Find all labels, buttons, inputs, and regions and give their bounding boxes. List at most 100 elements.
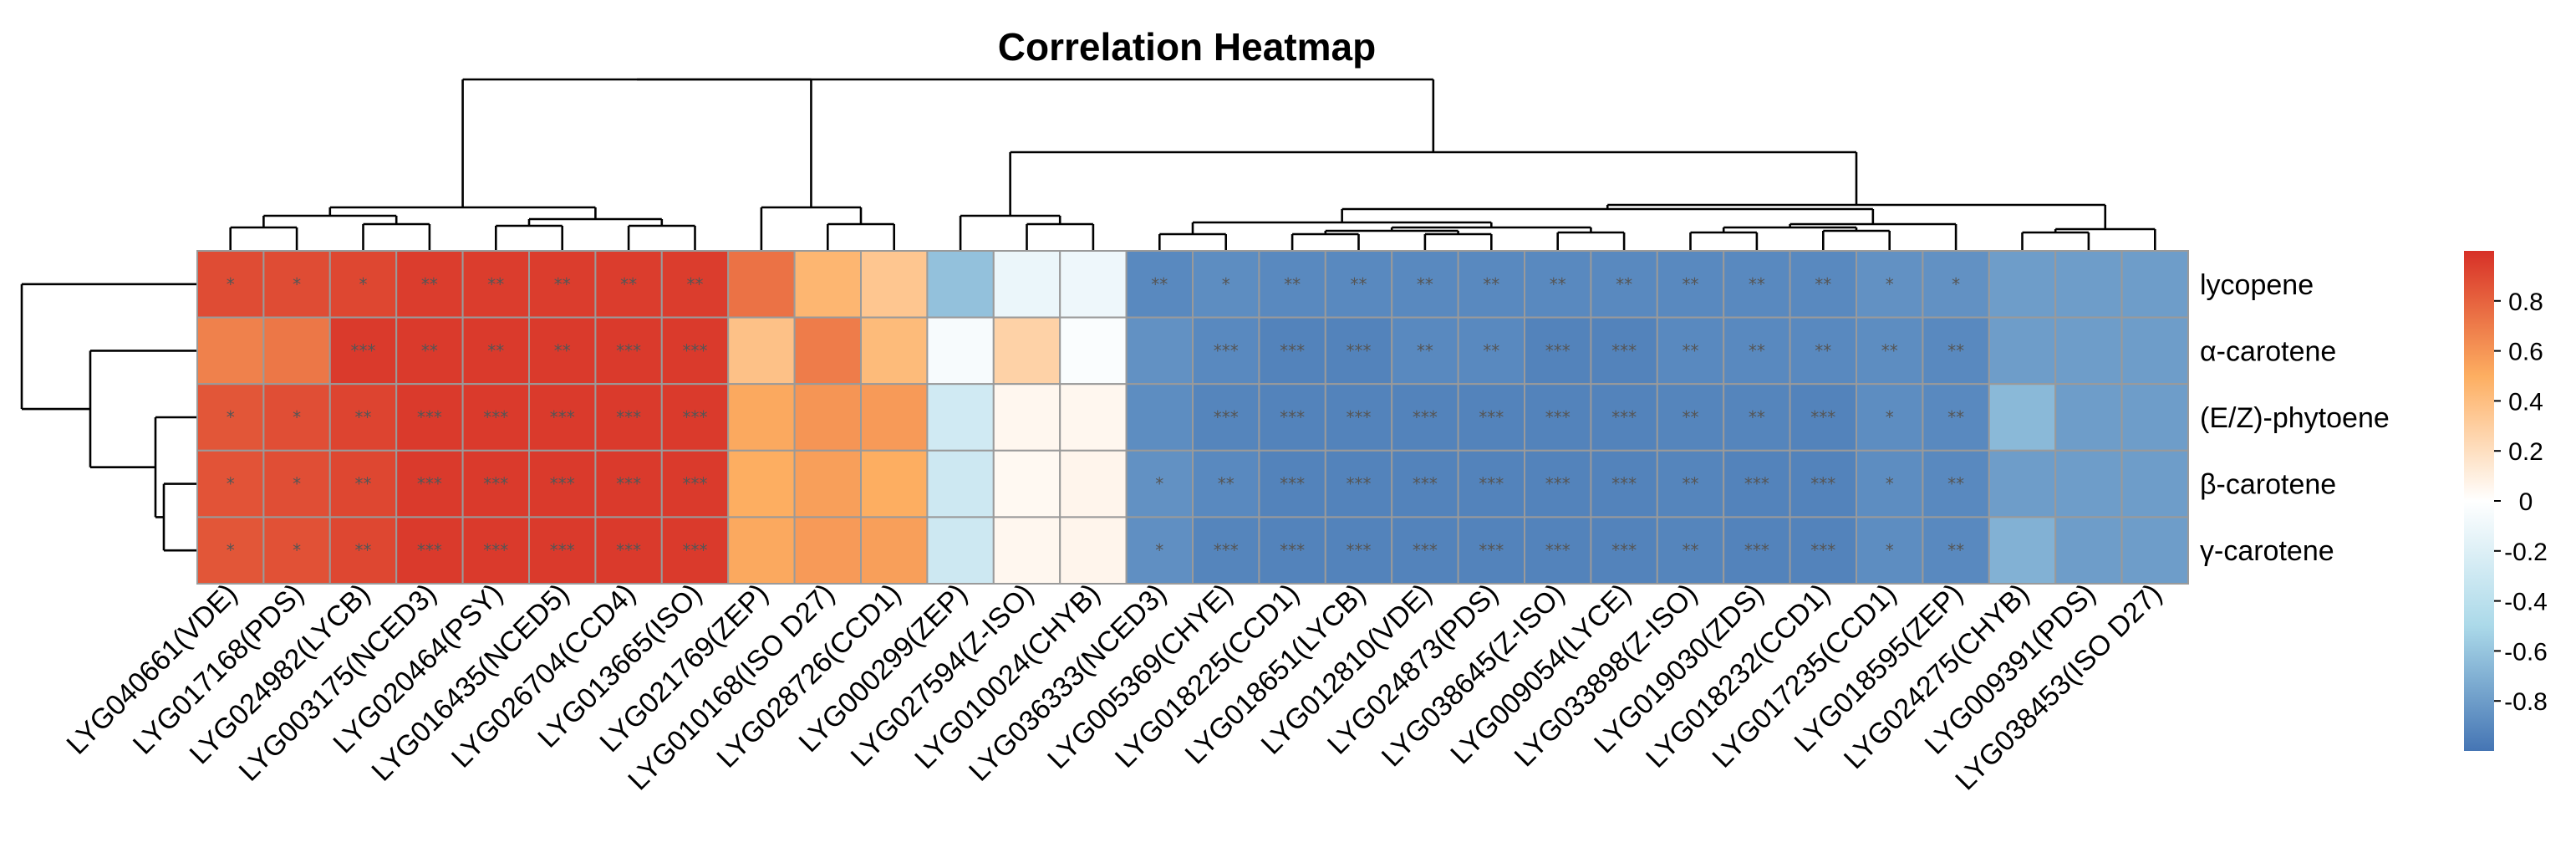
significance-mark: * [227, 407, 235, 427]
heatmap-cell [1988, 383, 2057, 452]
heatmap-cell [196, 316, 265, 386]
heatmap-cell [1656, 383, 1725, 452]
significance-mark: ** [1947, 474, 1964, 494]
heatmap-cell [1192, 316, 1260, 386]
heatmap-cell [1258, 449, 1326, 518]
heatmap-cell [594, 250, 663, 319]
heatmap-cell [1988, 250, 2057, 319]
heatmap-cell [594, 316, 663, 386]
significance-mark: *** [417, 407, 442, 427]
significance-mark: *** [1611, 540, 1637, 560]
significance-mark: *** [683, 340, 708, 360]
significance-mark: ** [1616, 274, 1632, 294]
row-label: α-carotene [2200, 335, 2336, 367]
heatmap-cell [1324, 516, 1393, 585]
significance-mark: *** [1280, 540, 1305, 560]
significance-mark: ** [1881, 340, 1898, 360]
row-dendrogram [20, 283, 197, 552]
heatmap-cell [727, 250, 796, 319]
heatmap-cell [860, 516, 929, 585]
significance-mark: *** [683, 407, 708, 427]
heatmap-cell [1324, 250, 1393, 319]
significance-mark: *** [683, 540, 708, 560]
significance-mark: ** [1947, 407, 1964, 427]
heatmap-cell [926, 316, 995, 386]
significance-mark: ** [355, 474, 372, 494]
colorbar-tick-label: 0.4 [2508, 388, 2543, 416]
row-label: γ-carotene [2200, 535, 2334, 567]
significance-mark: *** [616, 340, 641, 360]
heatmap-cell [395, 449, 464, 518]
colorbar-tick-label: 0.6 [2508, 339, 2543, 366]
significance-mark: *** [1611, 340, 1637, 360]
significance-mark: * [1222, 274, 1230, 294]
significance-mark: *** [1479, 407, 1504, 427]
significance-mark: *** [1545, 474, 1571, 494]
heatmap-cell [1125, 383, 1194, 452]
heatmap-cell [1059, 516, 1128, 585]
colorbar-tick-label: -0.4 [2504, 589, 2548, 616]
heatmap-cell [395, 316, 464, 386]
heatmap-cell [528, 516, 597, 585]
significance-mark: ** [1749, 274, 1765, 294]
significance-mark: *** [1280, 474, 1305, 494]
heatmap-cell [1590, 516, 1658, 585]
heatmap-cell [1059, 383, 1128, 452]
significance-mark: *** [683, 474, 708, 494]
heatmap-cell [1856, 316, 1924, 386]
significance-mark: ** [1815, 340, 1831, 360]
heatmap-cell [1391, 316, 1459, 386]
significance-mark: *** [1280, 407, 1305, 427]
heatmap-cell [1922, 516, 1990, 585]
colorbar-tick-label: 0.2 [2508, 438, 2543, 466]
row-labels: lycopene α-carotene (E/Z)-phytoene β-carote… [2200, 269, 2390, 567]
significance-mark: ** [487, 274, 504, 294]
row-label: (E/Z)-phytoene [2200, 402, 2390, 434]
heatmap-cell [196, 383, 265, 452]
significance-mark: *** [483, 540, 508, 560]
heatmap-cell [262, 516, 331, 585]
significance-mark: ** [554, 274, 571, 294]
heatmap-cell [1723, 516, 1791, 585]
heatmap-cell [1524, 516, 1592, 585]
significance-mark: *** [483, 407, 508, 427]
heatmap-cell [328, 516, 398, 585]
colorbar-tick-label: 0 [2519, 488, 2533, 516]
significance-mark: *** [1611, 407, 1637, 427]
heatmap-cell [395, 516, 464, 585]
heatmap-cell [1789, 449, 1858, 518]
heatmap-cell [1590, 250, 1658, 319]
significance-mark: * [1886, 407, 1894, 427]
significance-mark: * [227, 474, 235, 494]
heatmap-cell [1324, 449, 1393, 518]
column-labels: LYG040661(VDE)LYG017168(PDS)LYG024982(LY… [60, 578, 2167, 797]
chart-title: Correlation Heatmap [998, 25, 1376, 69]
significance-mark: *** [1413, 474, 1438, 494]
heatmap-cell [992, 516, 1061, 585]
heatmap-cell [793, 516, 862, 585]
significance-mark: *** [1810, 474, 1835, 494]
heatmap-cell [1258, 316, 1326, 386]
significance-mark: ** [620, 274, 637, 294]
significance-mark: * [227, 540, 235, 560]
significance-mark: *** [351, 340, 376, 360]
heatmap-cell [1922, 316, 1990, 386]
colorbar-tick-label: 0.8 [2508, 289, 2543, 316]
heatmap-cell [262, 383, 331, 452]
heatmap-cell [992, 449, 1061, 518]
heatmap-cell [1590, 449, 1658, 518]
significance-mark: *** [1413, 407, 1438, 427]
heatmap-cell [992, 250, 1061, 319]
heatmap-cell [328, 383, 398, 452]
significance-mark: * [1886, 474, 1894, 494]
heatmap-cell [594, 449, 663, 518]
significance-mark: ** [1284, 274, 1301, 294]
significance-mark: * [293, 407, 301, 427]
heatmap-cell [196, 516, 265, 585]
heatmap-cell [660, 516, 730, 585]
significance-mark: ** [1749, 407, 1765, 427]
significance-mark: ** [1417, 274, 1433, 294]
heatmap-cell [926, 516, 995, 585]
significance-mark: ** [1683, 340, 1699, 360]
